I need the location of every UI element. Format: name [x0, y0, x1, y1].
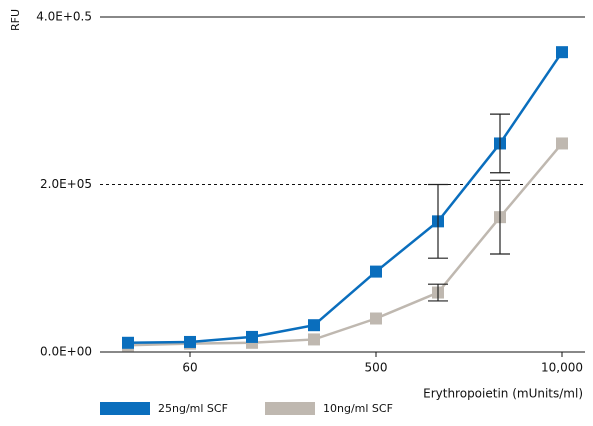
marker — [122, 336, 134, 349]
legend-swatch — [265, 402, 315, 415]
x-tick-label: 60 — [182, 361, 197, 375]
marker — [556, 137, 568, 150]
y-tick-label: 2.0E+05 — [40, 177, 92, 191]
error-bar — [428, 283, 448, 302]
y-axis-label: RFU — [9, 9, 22, 31]
error-bar — [428, 183, 448, 259]
x-tick-label: 10,000 — [541, 361, 583, 375]
series-line — [127, 51, 564, 345]
y-tick-label: 4.0E+0.5 — [36, 10, 92, 24]
marker — [308, 319, 320, 332]
error-bar — [490, 113, 510, 174]
error-bar — [490, 179, 510, 255]
marker — [370, 265, 382, 278]
legend-label: 10ng/ml SCF — [323, 402, 393, 415]
legend-label: 25ng/ml SCF — [158, 402, 228, 415]
x-tick-label: 500 — [365, 361, 388, 375]
marker — [184, 335, 196, 348]
marker — [308, 333, 320, 346]
marker — [556, 46, 568, 59]
y-tick-label: 0.0E+00 — [40, 345, 92, 359]
marker — [370, 312, 382, 325]
marker — [246, 330, 258, 343]
legend-swatch — [100, 402, 150, 415]
series-line — [127, 142, 563, 347]
x-axis-label: Erythropoietin (mUnits/ml) — [423, 387, 583, 401]
